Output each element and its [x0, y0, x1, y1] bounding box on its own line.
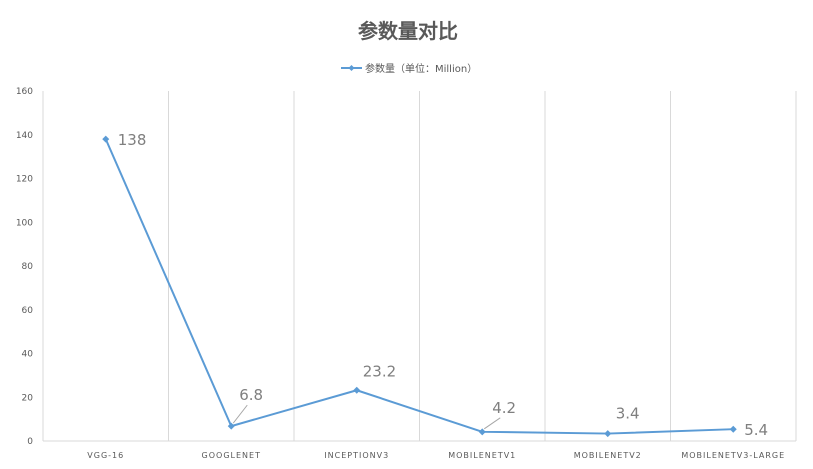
data-point [102, 135, 110, 143]
data-label: 6.8 [239, 386, 263, 404]
data-point [729, 425, 737, 433]
y-tick-label: 20 [22, 393, 34, 403]
data-label: 4.2 [492, 399, 516, 417]
data-point [227, 422, 235, 430]
y-tick-label: 60 [22, 306, 34, 316]
x-tick-label: GOOGLENET [202, 451, 261, 460]
data-point [604, 430, 612, 438]
chart-title: 参数量对比 [358, 19, 458, 43]
y-tick-label: 40 [22, 350, 34, 360]
x-tick-label: MOBILENETV1 [448, 451, 516, 460]
legend-label: 参数量（单位：Million） [365, 62, 477, 75]
y-tick-label: 160 [16, 87, 33, 97]
legend: 参数量（单位：Million） [341, 62, 477, 75]
series-line [104, 138, 734, 435]
data-point [478, 428, 486, 436]
x-tick-label: MOBILENETV2 [574, 451, 642, 460]
x-tick-label: INCEPTIONV3 [324, 451, 389, 460]
data-label: 138 [118, 131, 147, 149]
y-tick-label: 100 [16, 218, 33, 228]
x-tick-label: MOBILENETV3-LARGE [681, 451, 785, 460]
y-tick-label: 0 [27, 437, 33, 447]
x-tick-label: VGG-16 [87, 451, 124, 460]
data-label: 5.4 [744, 421, 768, 439]
data-label-leader-line [483, 417, 501, 430]
data-label-leader-line [232, 404, 248, 424]
y-tick-label: 80 [22, 262, 34, 272]
plot-area: 0 20 40 60 80 100 120 140 160 VGG-16 GOOGLENET INCE… [16, 87, 797, 460]
y-tick-label: 120 [16, 175, 33, 185]
data-label: 3.4 [616, 405, 640, 423]
legend-marker-icon [348, 65, 355, 71]
data-label: 23.2 [363, 362, 396, 380]
data-point [353, 386, 361, 394]
y-tick-label: 140 [16, 131, 33, 141]
